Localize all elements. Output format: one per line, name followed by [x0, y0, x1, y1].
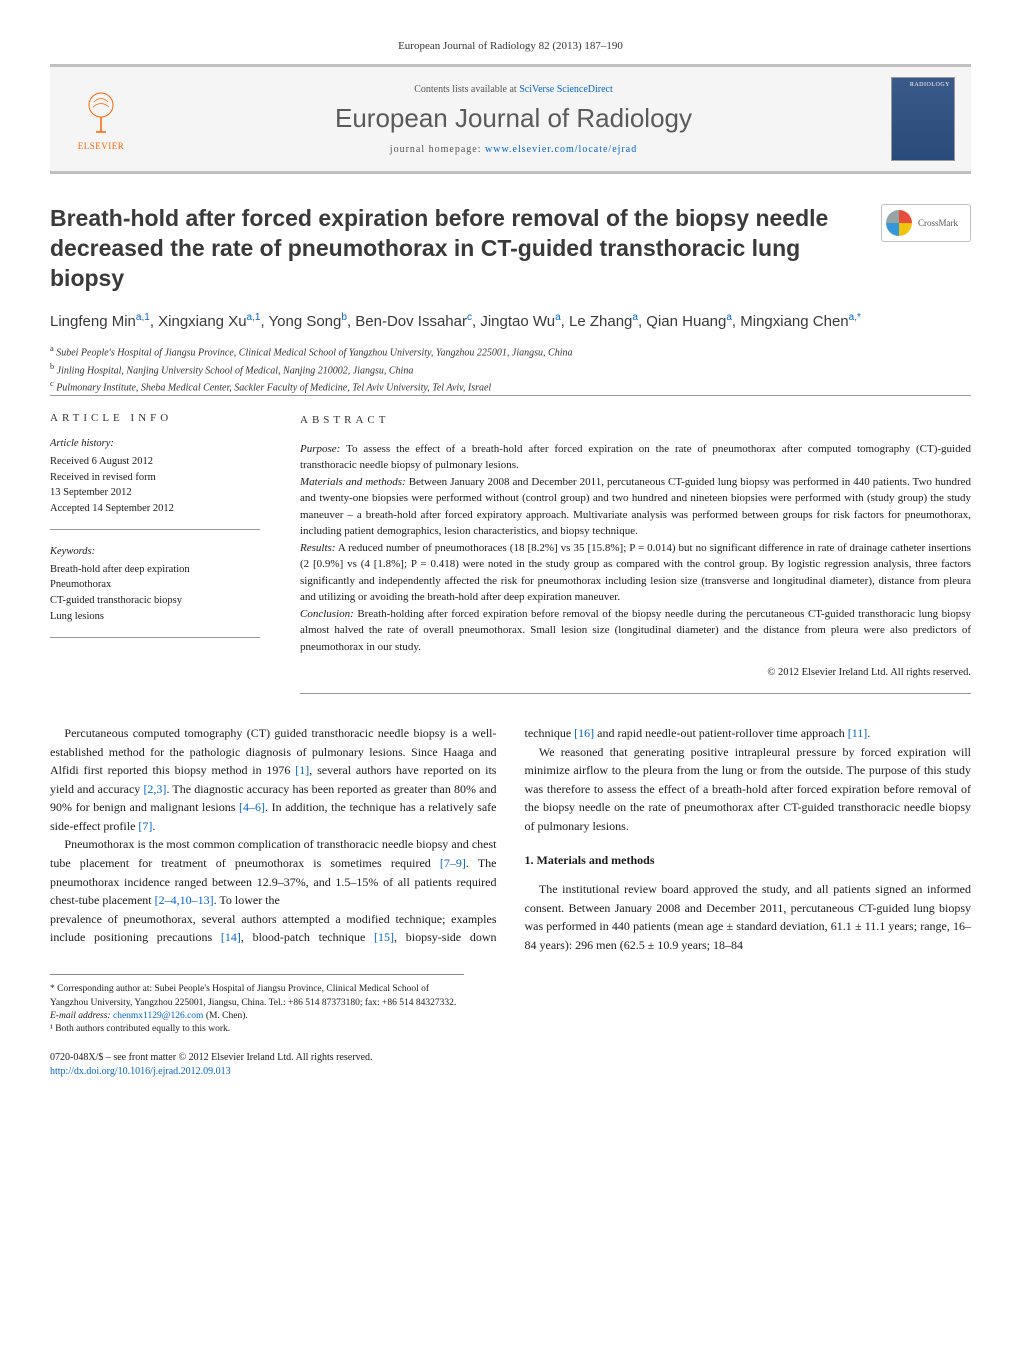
- front-matter-line: 0720-048X/$ – see front matter © 2012 El…: [50, 1051, 971, 1065]
- journal-reference: European Journal of Radiology 82 (2013) …: [50, 40, 971, 52]
- history-line: Received in revised form: [50, 470, 260, 486]
- email-label: E-mail address:: [50, 1011, 111, 1021]
- contents-available-line: Contents lists available at SciVerse Sci…: [136, 84, 891, 95]
- keyword: Pneumothorax: [50, 577, 260, 593]
- ref-link[interactable]: [14]: [221, 930, 241, 944]
- keywords-label: Keywords:: [50, 544, 260, 560]
- equal-contribution-note: ¹ Both authors contributed equally to th…: [50, 1023, 464, 1036]
- results-text: A reduced number of pneumothoraces (18 […: [300, 542, 971, 604]
- homepage-link[interactable]: www.elsevier.com/locate/ejrad: [485, 144, 637, 155]
- section-heading: 1. Materials and methods: [525, 851, 972, 870]
- affiliation-a: a Subei People's Hospital of Jiangsu Pro…: [50, 343, 971, 360]
- elsevier-tree-icon: [76, 87, 126, 137]
- keyword: CT-guided transthoracic biopsy: [50, 593, 260, 609]
- email-link[interactable]: chenmx1129@126.com: [113, 1011, 203, 1021]
- keyword: Lung lesions: [50, 609, 260, 625]
- corresponding-author-note: * Corresponding author at: Subei People'…: [50, 983, 464, 1010]
- keyword: Breath-hold after deep expiration: [50, 562, 260, 578]
- affiliations: a Subei People's Hospital of Jiangsu Pro…: [50, 343, 971, 395]
- ref-link[interactable]: [4–6]: [239, 800, 265, 814]
- ref-link[interactable]: [2,3]: [143, 782, 166, 796]
- email-suffix: (M. Chen).: [206, 1011, 248, 1021]
- article-history: Article history: Received 6 August 2012 …: [50, 436, 260, 530]
- crossmark-icon: [886, 210, 912, 236]
- conclusion-label: Conclusion:: [300, 608, 354, 620]
- contents-prefix: Contents lists available at: [414, 84, 519, 95]
- abstract-copyright: © 2012 Elsevier Ireland Ltd. All rights …: [300, 665, 971, 681]
- journal-cover-thumbnail: RADIOLOGY: [891, 77, 955, 161]
- journal-header: ELSEVIER Contents lists available at Sci…: [50, 64, 971, 174]
- methods-label: Materials and methods:: [300, 476, 406, 488]
- ref-link[interactable]: [7]: [138, 819, 152, 833]
- abstract-heading: abstract: [300, 412, 971, 429]
- article-title: Breath-hold after forced expiration befo…: [50, 204, 971, 294]
- purpose-label: Purpose:: [300, 443, 340, 455]
- journal-name: European Journal of Radiology: [136, 103, 891, 134]
- homepage-line: journal homepage: www.elsevier.com/locat…: [136, 144, 891, 155]
- abstract-column: abstract Purpose: To assess the effect o…: [280, 395, 971, 694]
- results-label: Results:: [300, 542, 335, 554]
- ref-link[interactable]: [1]: [295, 763, 309, 777]
- crossmark-label: CrossMark: [918, 218, 958, 228]
- ref-link[interactable]: [7–9]: [440, 856, 466, 870]
- conclusion-text: Breath-holding after forced expiration b…: [300, 608, 971, 653]
- ref-link[interactable]: [2–4,10–13]: [155, 893, 214, 907]
- elsevier-logo: ELSEVIER: [66, 79, 136, 159]
- history-label: Article history:: [50, 436, 260, 452]
- elsevier-name: ELSEVIER: [78, 141, 125, 151]
- crossmark-badge[interactable]: CrossMark: [881, 204, 971, 242]
- history-line: Received 6 August 2012: [50, 454, 260, 470]
- affiliation-b: b Jinling Hospital, Nanjing University S…: [50, 361, 971, 378]
- email-line: E-mail address: chenmx1129@126.com (M. C…: [50, 1010, 464, 1023]
- body-paragraph: Percutaneous computed tomography (CT) gu…: [50, 724, 497, 836]
- body-paragraph: The institutional review board approved …: [525, 880, 972, 954]
- footer: 0720-048X/$ – see front matter © 2012 El…: [50, 1051, 971, 1079]
- ref-link[interactable]: [11]: [848, 726, 868, 740]
- body-text: Percutaneous computed tomography (CT) gu…: [50, 724, 971, 955]
- homepage-prefix: journal homepage:: [390, 144, 485, 155]
- footnotes: * Corresponding author at: Subei People'…: [50, 974, 464, 1036]
- history-line: Accepted 14 September 2012: [50, 501, 260, 517]
- abstract-text: Purpose: To assess the effect of a breat…: [300, 441, 971, 694]
- ref-link[interactable]: [15]: [374, 930, 394, 944]
- body-paragraph: Pneumothorax is the most common complica…: [50, 835, 497, 909]
- body-paragraph: We reasoned that generating positive int…: [525, 743, 972, 836]
- purpose-text: To assess the effect of a breath-hold af…: [300, 443, 971, 472]
- sciencedirect-link[interactable]: SciVerse ScienceDirect: [519, 84, 613, 95]
- affiliation-c: c Pulmonary Institute, Sheba Medical Cen…: [50, 378, 971, 395]
- ref-link[interactable]: [16]: [574, 726, 594, 740]
- keywords-block: Keywords: Breath-hold after deep expirat…: [50, 544, 260, 638]
- author-list: Lingfeng Mina,1, Xingxiang Xua,1, Yong S…: [50, 310, 971, 334]
- article-info-heading: article info: [50, 412, 260, 424]
- cover-text: RADIOLOGY: [892, 78, 954, 92]
- doi-link[interactable]: http://dx.doi.org/10.1016/j.ejrad.2012.0…: [50, 1066, 231, 1077]
- history-line: 13 September 2012: [50, 485, 260, 501]
- article-info-sidebar: article info Article history: Received 6…: [50, 395, 280, 694]
